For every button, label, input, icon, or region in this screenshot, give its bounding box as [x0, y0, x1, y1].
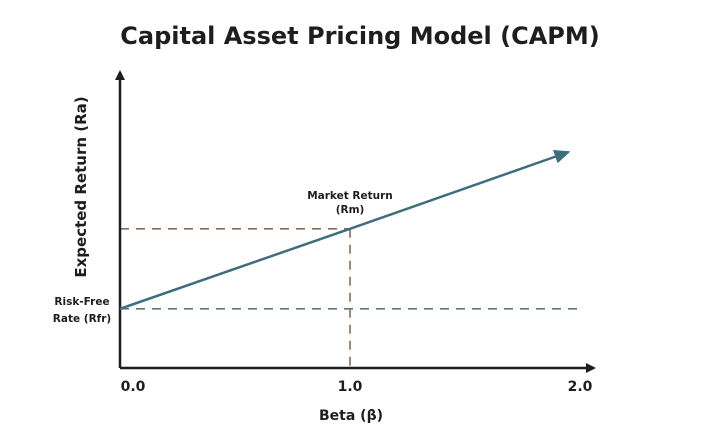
x-tick-label: 1.0: [338, 379, 363, 395]
reference-label: Rate (Rfr): [53, 313, 111, 325]
y-axis-label: Expected Return (Ra): [72, 96, 90, 277]
market-return-label: Market Return: [307, 190, 393, 202]
x-tick-label: 0.0: [121, 379, 146, 395]
reference-label: Risk-Free: [54, 296, 109, 308]
x-axis-label: Beta (β): [319, 408, 383, 424]
x-tick-label: 2.0: [568, 379, 593, 395]
chart-title: Capital Asset Pricing Model (CAPM): [120, 22, 599, 50]
security-market-line: [119, 150, 571, 310]
market-return-label: (Rm): [336, 204, 365, 216]
